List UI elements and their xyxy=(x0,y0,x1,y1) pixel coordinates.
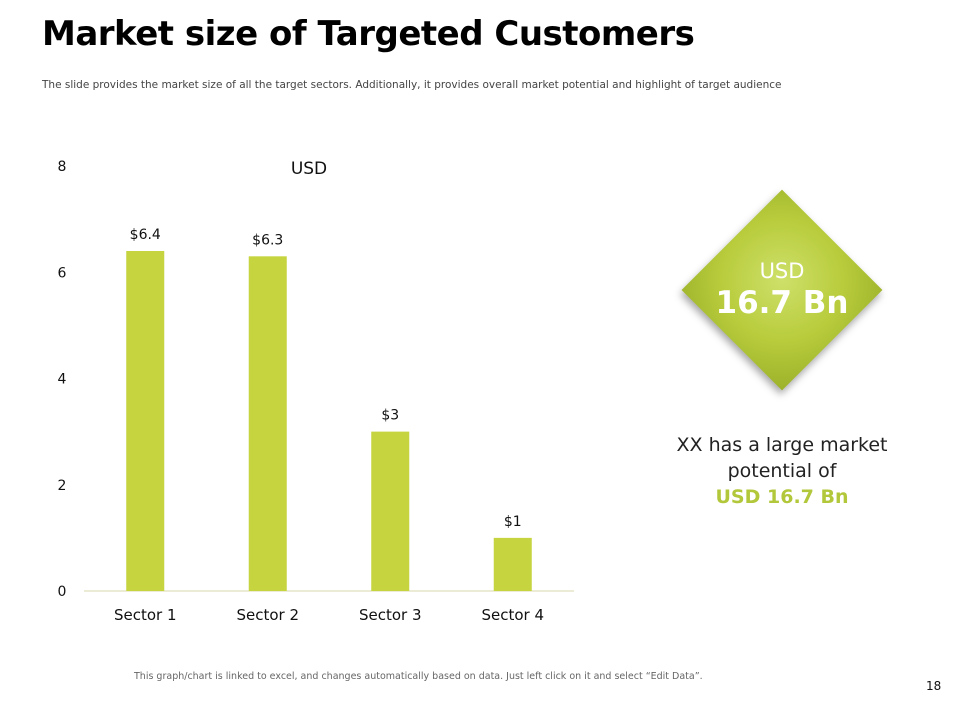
x-tick-label: Sector 2 xyxy=(236,606,299,624)
diamond-currency: USD xyxy=(759,259,805,283)
x-tick-label: Sector 1 xyxy=(114,606,177,624)
slide-subtitle: The slide provides the market size of al… xyxy=(42,79,782,91)
x-axis: Sector 1 Sector 2 Sector 3 Sector 4 xyxy=(114,606,544,624)
y-tick-label: 4 xyxy=(58,372,67,388)
bar-sector-1 xyxy=(126,251,165,591)
y-tick-label: 0 xyxy=(58,584,67,600)
diamond-value: 16.7 Bn xyxy=(715,285,849,321)
y-tick-label: 6 xyxy=(58,265,67,281)
bar-sector-4 xyxy=(493,537,532,591)
market-potential-text: XX has a large market potential of USD 1… xyxy=(672,432,892,510)
slide-title: Market size of Targeted Customers xyxy=(42,14,695,54)
data-label: $3 xyxy=(381,408,399,424)
market-size-diamond: USD 16.7 Bn xyxy=(681,189,883,391)
x-tick-label: Sector 4 xyxy=(481,606,544,624)
market-potential-highlight: USD 16.7 Bn xyxy=(715,486,849,508)
bars xyxy=(126,251,532,591)
data-label: $1 xyxy=(504,514,522,530)
data-label: $6.3 xyxy=(252,232,283,248)
bar-sector-2 xyxy=(248,256,287,591)
y-tick-label: 8 xyxy=(58,159,67,175)
market-potential-line: XX has a large market potential of xyxy=(676,434,888,482)
y-axis: 0 2 4 6 8 xyxy=(58,159,67,600)
footnote: This graph/chart is linked to excel, and… xyxy=(134,671,703,682)
bar-sector-3 xyxy=(371,431,410,591)
y-tick-label: 2 xyxy=(58,478,67,494)
data-labels: $6.4 $6.3 $3 $1 xyxy=(130,227,522,530)
page-number: 18 xyxy=(926,679,942,693)
data-label: $6.4 xyxy=(130,227,161,243)
x-tick-label: Sector 3 xyxy=(359,606,422,624)
chart-title: USD xyxy=(291,159,327,179)
